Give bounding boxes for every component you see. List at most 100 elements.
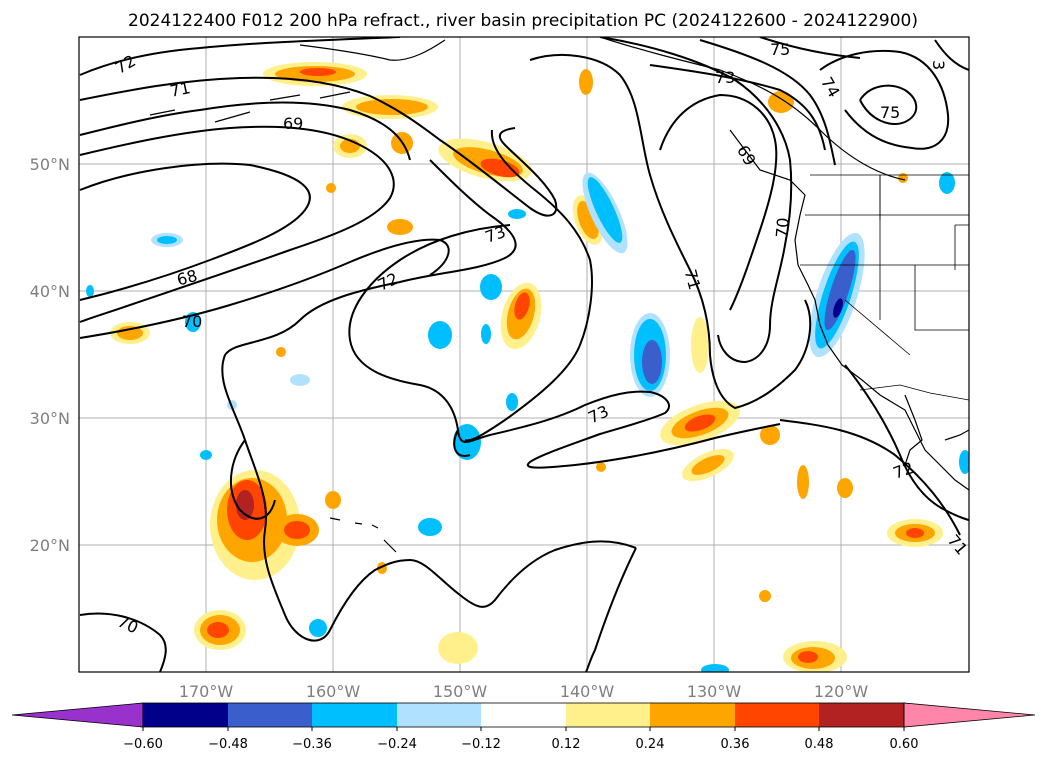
lat-label-20: 20°N	[30, 536, 70, 555]
colorbar-bin-6	[566, 703, 650, 727]
colorbar-ticks: −0.60 −0.48 −0.36 −0.24 −0.12 0.12 0.24 …	[123, 727, 918, 752]
coast-bc	[729, 129, 969, 491]
lon-label-160w: 160°W	[306, 682, 361, 701]
colorbar-tick-label: 0.24	[636, 737, 665, 752]
shade-pos-bc-2	[768, 91, 794, 113]
coast-mexico	[944, 429, 969, 441]
coast-hawaii	[329, 517, 397, 553]
figure-title: 2024122400 F012 200 hPa refract., river …	[128, 11, 918, 31]
contour-label-73-n: 73	[715, 68, 735, 87]
colorbar-bin-8	[735, 703, 819, 727]
lon-labels: 170°W 160°W 150°W 140°W 130°W 120°W	[179, 682, 869, 701]
colorbar-bin-4	[397, 703, 481, 727]
shade-neg-4	[428, 321, 452, 349]
contour-73-north	[649, 64, 826, 151]
colorbar-tick-label: −0.24	[377, 737, 417, 752]
contour-71-east	[529, 54, 812, 410]
shade-neg-7b	[157, 236, 177, 244]
shade-pos-sub-1c	[684, 414, 716, 432]
shade-pos-dot-2	[326, 183, 336, 193]
contour-71-se	[779, 419, 961, 536]
contour-3-ne	[934, 39, 969, 71]
shade-pos-sub-2b	[691, 455, 725, 475]
shade-neg-5	[480, 274, 502, 300]
colorbar-tick-label: −0.60	[123, 737, 163, 752]
border-province	[879, 175, 969, 270]
contour-71-north	[79, 76, 558, 217]
shade-pos-mex-3	[759, 590, 771, 602]
shade-pos-sub-3	[760, 425, 780, 445]
colorbar-bin-9	[819, 703, 904, 727]
map-frame	[78, 36, 970, 673]
colorbar-tick-label: −0.36	[292, 737, 332, 752]
colorbar-extend-low	[11, 702, 144, 728]
map-panel: 72 71 69 68 70 72 73 73 71 70 69 73 75 7…	[78, 36, 971, 673]
contour-72-se	[844, 364, 969, 521]
coast-baja	[904, 394, 923, 466]
contour-hawaii-loop	[229, 439, 276, 520]
shade-pos-hawaii-2b	[284, 521, 310, 539]
colorbar-tick-label: 0.60	[890, 737, 919, 752]
contour-74	[699, 39, 836, 166]
shade-pos-mid-2	[387, 219, 413, 235]
lat-label-30: 30°N	[30, 409, 70, 428]
contour-75-north	[759, 37, 861, 59]
shade-neg-12	[309, 619, 327, 637]
contour-label-75-n: 75	[770, 40, 790, 59]
contour-sub	[453, 429, 471, 457]
shade-neg-9	[481, 324, 491, 344]
contour-south-right	[585, 547, 637, 672]
contour-label-3-ne: 3	[929, 60, 948, 70]
shade-pos-dot-1	[276, 347, 286, 357]
shade-pos-bc	[579, 69, 593, 95]
shade-neg-19	[86, 285, 94, 297]
contour-70-east	[599, 37, 793, 364]
shade-neg-13	[508, 209, 526, 219]
shade-pos-sub-4	[797, 465, 809, 499]
colorbar-bin-1	[143, 703, 228, 727]
contour-72-main	[221, 159, 637, 642]
contour-68	[79, 162, 311, 301]
shade-pos-gulf-1c	[480, 158, 520, 178]
refractivity-contours	[79, 37, 969, 672]
colorbar-bin-2	[228, 703, 312, 727]
lon-label-140w: 140°W	[560, 682, 615, 701]
contour-label-71-nw: 71	[168, 78, 192, 101]
contour-69	[79, 101, 411, 161]
shade-pos-cal-north	[691, 317, 709, 373]
contour-label-75-ne: 75	[880, 103, 900, 122]
lon-label-150w: 150°W	[433, 682, 488, 701]
contour-70-south	[79, 238, 450, 339]
shade-neg-2c	[642, 340, 662, 384]
shade-pos-mex-1c	[906, 528, 924, 538]
colorbar: −0.60 −0.48 −0.36 −0.24 −0.12 0.12 0.24 …	[11, 702, 1036, 752]
contour-70-south-b	[79, 612, 167, 672]
shade-neg-17	[701, 664, 729, 672]
precip-shading	[86, 62, 969, 672]
lon-label-120w: 120°W	[814, 682, 869, 701]
shade-pos-south-1	[438, 632, 478, 664]
contour-73-gulf	[464, 129, 593, 442]
coast-aleutians	[149, 91, 351, 123]
contour-label-69: 69	[283, 114, 303, 133]
border-states	[800, 175, 969, 356]
shade-pos-mid-3c	[514, 292, 530, 320]
colorbar-bin-3	[312, 703, 397, 727]
colorbar-extend-high	[903, 702, 1036, 728]
contour-label-68: 68	[175, 266, 200, 290]
lon-label-170w: 170°W	[179, 682, 234, 701]
map-background	[79, 37, 969, 672]
colorbar-bin-5	[481, 703, 566, 727]
coast-alaska	[299, 37, 906, 181]
shade-pos-center-1	[325, 491, 341, 509]
colorbar-tick-label: 0.36	[721, 737, 750, 752]
colorbar-tick-label: 0.12	[552, 737, 581, 752]
shade-neg-14	[506, 393, 518, 411]
border-us-mexico	[859, 384, 969, 401]
shade-neg-3c	[824, 249, 856, 331]
contour-75-ne	[859, 84, 918, 125]
lat-label-50: 50°N	[30, 155, 70, 174]
lat-labels: 50°N 40°N 30°N 20°N	[30, 155, 70, 555]
shade-neg-15	[939, 172, 955, 194]
